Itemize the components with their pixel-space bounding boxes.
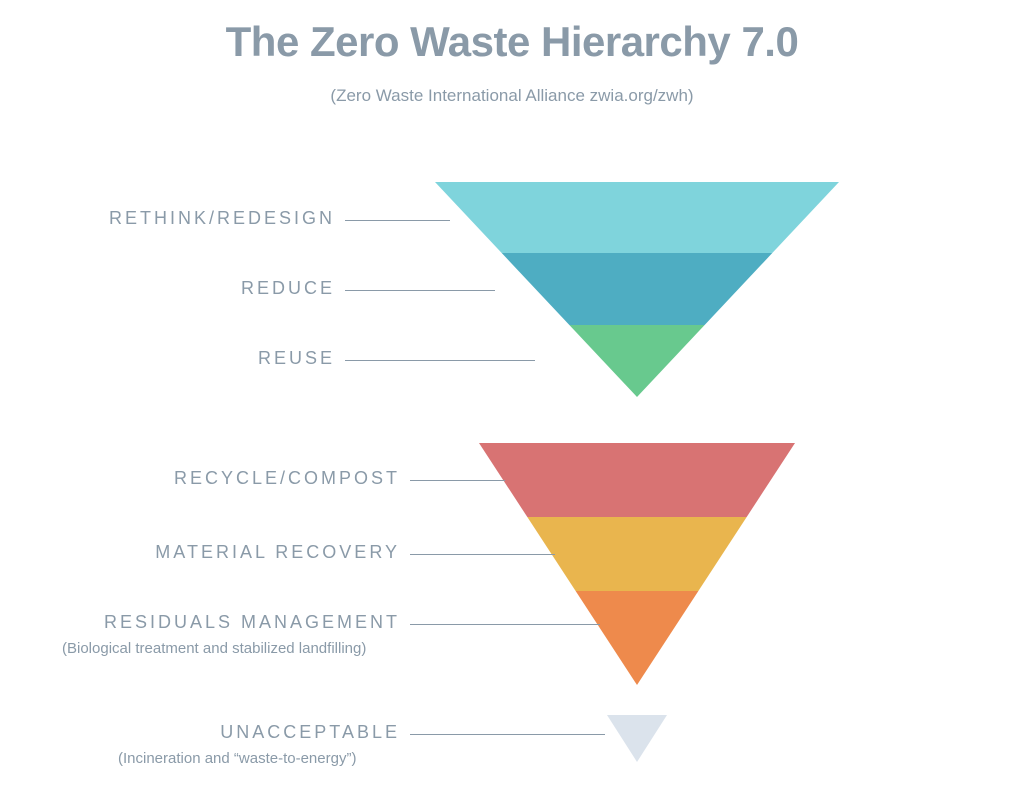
connector-line <box>410 624 600 625</box>
funnel-band <box>502 253 773 325</box>
connector-line <box>410 554 555 555</box>
band-label: UNACCEPTABLE <box>220 722 400 743</box>
funnel-band <box>569 325 704 397</box>
band-label: RETHINK/REDESIGN <box>109 208 335 229</box>
funnel-band <box>435 182 839 253</box>
connector-line <box>410 480 505 481</box>
band-sublabel: (Biological treatment and stabilized lan… <box>62 640 366 657</box>
connector-line <box>345 360 535 361</box>
funnel-band <box>576 591 699 685</box>
band-label: REUSE <box>258 348 335 369</box>
connector-line <box>410 734 605 735</box>
band-sublabel: (Incineration and “waste-to-energy”) <box>118 750 356 767</box>
band-label: MATERIAL RECOVERY <box>155 542 400 563</box>
band-label: RECYCLE/COMPOST <box>174 468 400 489</box>
connector-line <box>345 220 450 221</box>
funnel-band <box>479 443 795 517</box>
funnel-band <box>607 715 667 762</box>
band-label: REDUCE <box>241 278 335 299</box>
funnel-diagram <box>0 0 1024 795</box>
connector-line <box>345 290 495 291</box>
funnel-band <box>527 517 746 591</box>
band-label: RESIDUALS MANAGEMENT <box>104 612 400 633</box>
